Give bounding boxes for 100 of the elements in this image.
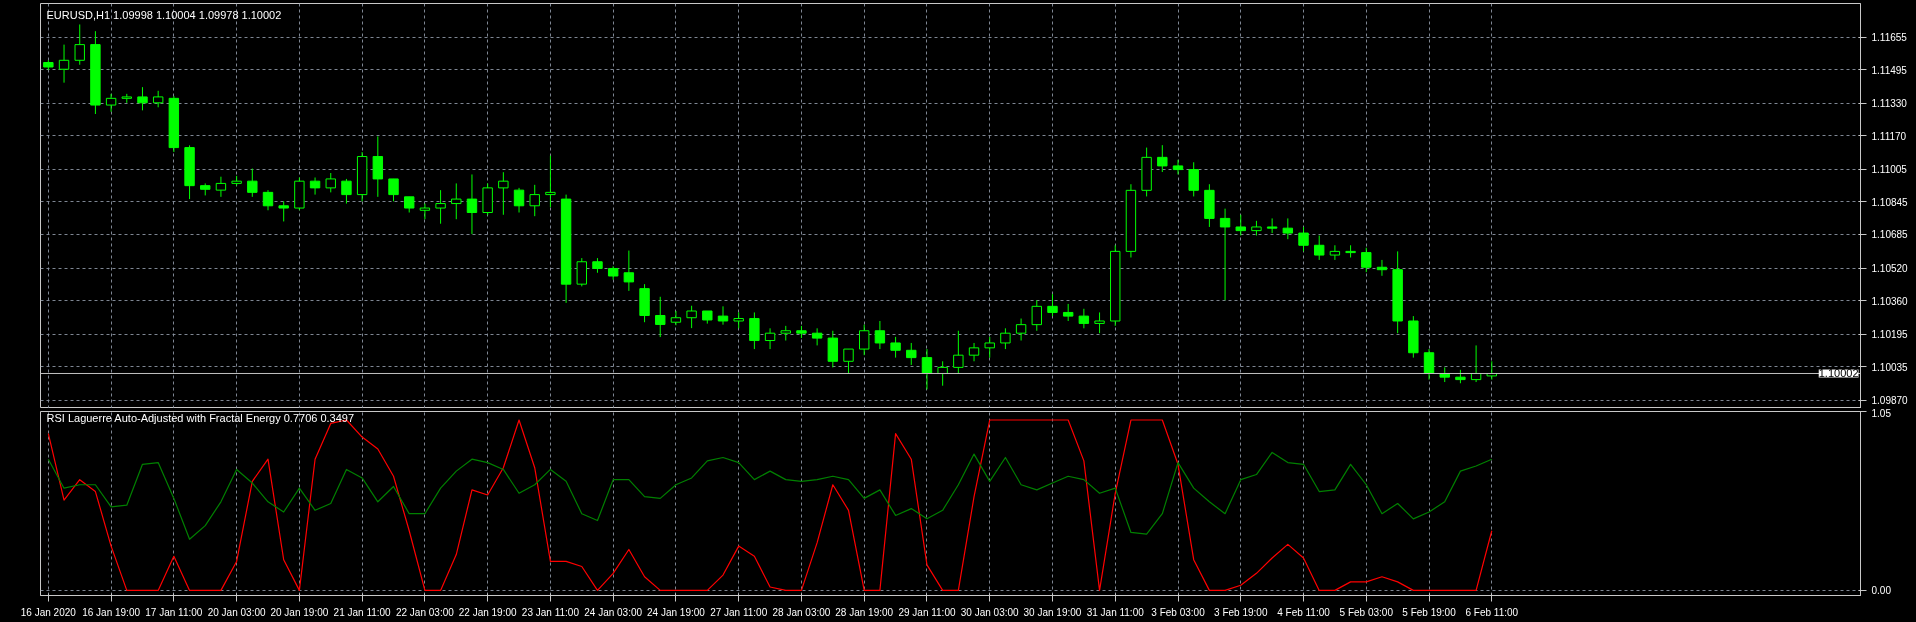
x-tick-label: 16 Jan 2020 [20, 606, 77, 618]
candlestick [309, 177, 321, 196]
x-tick-label: 5 Feb 03:00 [1339, 606, 1394, 618]
candlestick [890, 336, 901, 359]
candlestick [1094, 311, 1105, 334]
candlestick [968, 342, 980, 362]
candlestick [1000, 327, 1011, 350]
candlestick [827, 330, 839, 368]
chart-title: EURUSD,H1 1.09998 1.10004 1.09978 1.10002 [46, 8, 282, 21]
y-tick-label: 1.11330 [1871, 98, 1908, 110]
candlestick [953, 330, 964, 374]
x-tick-label: 28 Jan 03:00 [772, 606, 831, 618]
candlestick [466, 173, 478, 235]
candlestick [529, 184, 540, 217]
candlestick [105, 93, 117, 113]
y-tick-label: 0.00 [1871, 585, 1892, 597]
y-tick-label: 1.10360 [1871, 295, 1909, 307]
candlestick [215, 176, 227, 198]
y-tick-label: 1.05 [1871, 407, 1892, 419]
candlestick [1219, 208, 1231, 301]
candlestick [1361, 247, 1372, 273]
candlestick [1188, 161, 1199, 197]
x-tick-label: 27 Jan 11:00 [710, 606, 768, 618]
x-tick-label: 28 Jan 19:00 [835, 606, 894, 618]
candlestick [670, 310, 682, 326]
candlestick [1157, 144, 1168, 173]
candlestick [545, 155, 556, 208]
x-tick-label: 21 Jan 11:00 [333, 606, 392, 618]
y-tick-label: 1.11655 [1871, 32, 1908, 44]
x-tick-label: 23 Jan 11:00 [521, 606, 580, 618]
candlestick [749, 311, 760, 350]
y-tick-label: 1.09870 [1871, 395, 1909, 407]
candlestick [498, 171, 509, 216]
candlestick [325, 172, 336, 193]
candlestick [874, 320, 886, 350]
candlestick [906, 342, 917, 366]
candlestick [811, 327, 823, 346]
candlestick [341, 178, 352, 205]
y-tick-label: 1.10520 [1871, 263, 1909, 275]
x-tick-label: 24 Jan 19:00 [647, 606, 706, 618]
candlestick [921, 348, 933, 390]
x-tick-label: 4 Feb 11:00 [1277, 606, 1331, 618]
x-tick-label: 30 Jan 19:00 [1023, 606, 1082, 618]
line-series [47, 451, 1493, 540]
y-tick-label: 1.10845 [1871, 196, 1909, 208]
candlestick [686, 305, 697, 329]
candlestick [58, 44, 70, 84]
candlestick [859, 324, 870, 356]
candlestick [1266, 217, 1278, 234]
candlestick [451, 182, 462, 220]
candlestick [764, 327, 776, 350]
candlestick [576, 257, 587, 287]
y-tick-label: 1.11170 [1871, 130, 1907, 142]
candlestick [1047, 293, 1058, 317]
x-tick-label: 17 Jan 11:00 [145, 606, 203, 618]
candlestick [1078, 308, 1090, 329]
x-tick-label: 3 Feb 03:00 [1151, 606, 1206, 618]
x-tick-label: 31 Jan 11:00 [1086, 606, 1145, 618]
candlestick [247, 168, 258, 198]
candlestick [1329, 244, 1341, 261]
y-tick-label: 1.11005 [1871, 164, 1908, 176]
candlestick [513, 187, 525, 214]
candlestick [1172, 159, 1184, 175]
y-tick-label: 1.11495 [1871, 64, 1908, 76]
y-tick-label: 1.10195 [1871, 329, 1909, 341]
candlestick [1298, 226, 1309, 252]
x-tick-label: 5 Feb 19:00 [1402, 606, 1457, 618]
candlestick [1314, 235, 1325, 261]
x-tick-label: 3 Feb 19:00 [1214, 606, 1268, 618]
y-tick-label: 1.10685 [1871, 229, 1909, 241]
candlestick [74, 23, 85, 66]
candlestick [623, 250, 635, 292]
candlestick [1282, 217, 1294, 240]
chart-title: RSI Laguerre Auto-Adjusted with Fractal Energy 0.7706 0.3497 [46, 411, 355, 424]
x-tick-label: 24 Jan 03:00 [584, 606, 643, 618]
candlestick [278, 200, 289, 222]
candlestick [1423, 348, 1435, 381]
candlestick [1235, 214, 1246, 237]
x-tick-label: 20 Jan 03:00 [207, 606, 266, 618]
candlestick [262, 189, 274, 211]
candlestick [419, 203, 431, 220]
candlestick [388, 178, 399, 202]
candlestick [655, 296, 666, 338]
candlestick [1015, 318, 1027, 342]
candlestick [717, 305, 729, 326]
x-tick-label: 20 Jan 19:00 [270, 606, 329, 618]
x-tick-label: 6 Feb 11:00 [1465, 606, 1519, 618]
candlestick [435, 189, 446, 225]
candlestick [372, 135, 384, 198]
x-tick-label: 22 Jan 19:00 [458, 606, 518, 618]
x-tick-label: 30 Jan 03:00 [960, 606, 1020, 618]
x-tick-label: 22 Jan 03:00 [395, 606, 455, 618]
candlestick [843, 348, 854, 374]
candlestick [1031, 299, 1042, 332]
x-tick-label: 16 Jan 19:00 [82, 606, 141, 618]
ref-line-label: 1.10002 [1818, 367, 1859, 380]
x-tick-label: 29 Jan 11:00 [898, 606, 956, 618]
candlestick [137, 86, 148, 111]
y-tick-label: 1.10035 [1871, 361, 1909, 373]
candlestick [984, 336, 995, 359]
